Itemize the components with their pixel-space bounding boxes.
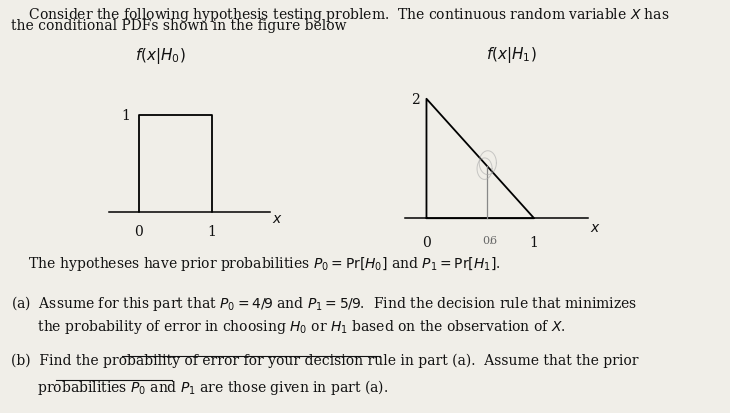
Text: (b)  Find the probability of error for your decision rule in part (a).  Assume t: (b) Find the probability of error for yo… (11, 353, 639, 368)
Text: Consider the following hypothesis testing problem.  The continuous random variab: Consider the following hypothesis testin… (11, 6, 669, 24)
Text: 0: 0 (134, 225, 143, 238)
Text: 0: 0 (422, 235, 431, 249)
Text: $f(x|H_0)$: $f(x|H_0)$ (135, 45, 186, 66)
Text: 6: 6 (489, 235, 496, 245)
Text: 1: 1 (121, 109, 130, 123)
Text: the conditional PDFs shown in the figure below: the conditional PDFs shown in the figure… (11, 19, 347, 33)
Text: 1: 1 (530, 235, 539, 249)
Text: $x$: $x$ (272, 212, 283, 226)
Text: The hypotheses have prior probabilities $P_0 = \mathrm{Pr}\left[H_0\right]$ and : The hypotheses have prior probabilities … (11, 254, 501, 272)
Text: 1: 1 (207, 225, 216, 238)
Text: the probability of error in choosing $H_0$ or $H_1$ based on the observation of : the probability of error in choosing $H_… (11, 317, 566, 335)
Text: (a)  Assume for this part that $P_0 = 4/9$ and $P_1 = 5/9$.  Find the decision r: (a) Assume for this part that $P_0 = 4/9… (11, 293, 637, 312)
Text: 2: 2 (411, 93, 420, 107)
Text: 0.: 0. (483, 235, 493, 245)
Text: probabilities $P_0$ and $P_1$ are those given in part (a).: probabilities $P_0$ and $P_1$ are those … (11, 377, 388, 396)
Text: $f(x|H_1)$: $f(x|H_1)$ (485, 45, 537, 65)
Text: $x$: $x$ (590, 221, 601, 235)
